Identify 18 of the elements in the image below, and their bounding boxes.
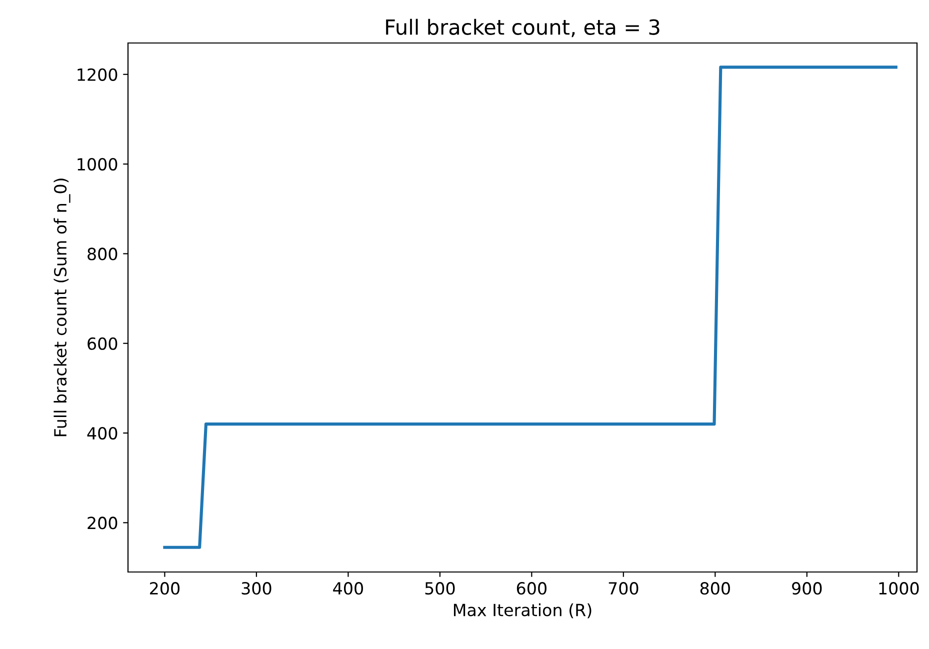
y-tick-label: 200 (88, 516, 118, 530)
x-tick-label: 1000 (879, 582, 919, 595)
y-tick-label: 1200 (78, 68, 118, 81)
x-axis-title: Max Iteration (R) (454, 603, 592, 618)
y-tick-label: 600 (88, 337, 118, 350)
y-tick-label: 400 (87, 426, 118, 440)
x-tick-label: 400 (333, 582, 363, 595)
x-tick-label: 800 (700, 582, 730, 595)
chart-title: Full bracket count, eta = 3 (386, 18, 660, 38)
x-tick-label: 900 (792, 582, 822, 595)
x-tick-label: 700 (608, 582, 638, 595)
x-tick-label: 200 (150, 582, 180, 595)
x-tick-label: 500 (425, 582, 455, 595)
y-axis-title: Full bracket count (Sum of n_0) (54, 178, 70, 436)
y-tick-label: 1000 (78, 158, 118, 171)
y-tick-label: 800 (88, 248, 118, 260)
x-tick-label: 600 (516, 582, 546, 595)
x-tick-label: 300 (242, 582, 272, 595)
